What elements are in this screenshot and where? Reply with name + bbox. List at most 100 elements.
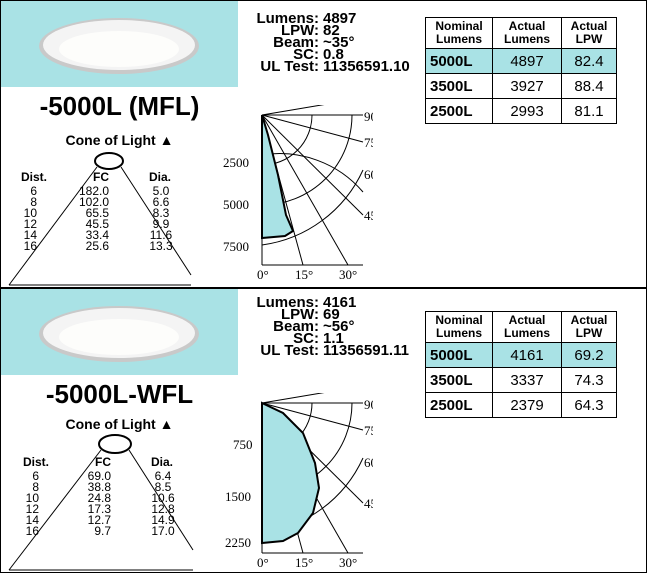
spec-lpw: LPW: 82 xyxy=(280,22,340,39)
downlight-image xyxy=(39,306,199,362)
col-nominal-lumens: Nominal Lumens xyxy=(425,17,493,49)
cone-fc-value: 24.8 xyxy=(88,491,112,505)
spec-lpw: LPW: 69 xyxy=(280,306,340,323)
cone-dist-value: 14 xyxy=(26,513,40,527)
angle-label: 45° xyxy=(364,208,373,223)
fc-header: FC xyxy=(93,170,109,184)
cone-dia-value: 6.4 xyxy=(155,469,172,483)
fixture-thumbnail xyxy=(1,1,238,87)
cone-dist-value: 6 xyxy=(30,184,37,198)
product-panel-mfl: -5000L (MFL) Cone of Light ▲ Dist. FC Di… xyxy=(1,1,646,286)
cone-dist-value: 8 xyxy=(30,195,37,209)
spec-beam: Beam: ~56° xyxy=(273,318,355,335)
cone-fc-value: 182.0 xyxy=(79,184,109,198)
angle-label: 90° xyxy=(364,109,373,124)
dia-header: Dia. xyxy=(149,170,171,184)
angle-label: 45° xyxy=(364,496,373,511)
spec-sc: SC: 0.8 xyxy=(293,46,344,63)
col-actual-lumens: Actual Lumens xyxy=(492,17,562,49)
col-actual-lpw: Actual LPW xyxy=(561,311,617,343)
cone-dia-value: 6.6 xyxy=(153,195,170,209)
angle-label: 60° xyxy=(364,455,373,470)
bottom-angle-label: 0° xyxy=(257,267,269,282)
radial-label: 2500 xyxy=(223,155,249,170)
angle-label: 75° xyxy=(364,423,373,438)
cone-dist-value: 16 xyxy=(24,239,38,253)
lumen-table: Nominal Lumens Actual Lumens Actual LPW … xyxy=(425,311,617,418)
col-actual-lumens: Actual Lumens xyxy=(492,311,562,343)
radial-label: 750 xyxy=(233,437,253,452)
polar-candela-plot: 750 1500 2250 90° 75° 60° 45° 0° 15° 30° xyxy=(225,393,373,570)
cone-dia-value: 13.3 xyxy=(149,239,173,253)
spec-ul-test: UL Test: 11356591.11 xyxy=(260,342,409,359)
bottom-angle-label: 30° xyxy=(339,267,357,282)
angle-label: 90° xyxy=(364,397,373,412)
table-row: 3500L 3337 74.3 xyxy=(425,367,617,393)
spec-ul-test: UL Test: 11356591.10 xyxy=(260,58,410,75)
table-row: 5000L 4897 82.4 xyxy=(425,48,617,74)
cone-dia-value: 14.9 xyxy=(151,513,175,527)
spec-beam: Beam: ~35° xyxy=(273,34,355,51)
cone-dist-value: 10 xyxy=(24,206,38,220)
radial-label: 5000 xyxy=(223,197,249,212)
cone-fc-value: 25.6 xyxy=(86,239,110,253)
cone-fc-value: 38.8 xyxy=(88,480,112,494)
spec-lumens: Lumens: 4897 xyxy=(256,10,357,27)
cone-dia-value: 8.3 xyxy=(153,206,170,220)
table-row: 3500L 3927 88.4 xyxy=(425,73,617,99)
table-row: 2500L 2379 64.3 xyxy=(425,392,617,418)
cone-dist-value: 6 xyxy=(32,469,39,483)
bottom-angle-label: 15° xyxy=(295,555,313,570)
dist-header: Dist. xyxy=(23,455,49,469)
spec-lumens: Lumens: 4161 xyxy=(256,294,357,311)
bottom-angle-label: 15° xyxy=(295,267,313,282)
bottom-angle-label: 30° xyxy=(339,555,357,570)
cone-dia-value: 5.0 xyxy=(153,184,170,198)
polar-candela-plot: 2500 5000 7500 90° 75° 60° 45° 0° 15° 30… xyxy=(223,105,373,282)
bottom-angle-label: 0° xyxy=(257,555,269,570)
cone-dia-value: 17.0 xyxy=(151,524,175,538)
model-name: -5000L-WFL xyxy=(45,379,194,409)
cone-dist-value: 16 xyxy=(26,524,40,538)
radial-label: 2250 xyxy=(225,535,251,550)
cone-dist-value: 10 xyxy=(26,491,40,505)
downlight-image xyxy=(39,18,199,74)
cone-fc-value: 9.7 xyxy=(94,524,111,538)
cone-dist-value: 8 xyxy=(32,480,39,494)
cone-fc-value: 102.0 xyxy=(79,195,109,209)
col-actual-lpw: Actual LPW xyxy=(561,17,617,49)
table-row: 2500L 2993 81.1 xyxy=(425,98,617,124)
cone-fc-value: 12.7 xyxy=(88,513,112,527)
spec-sc: SC: 1.1 xyxy=(293,330,344,347)
col-nominal-lumens: Nominal Lumens xyxy=(425,311,493,343)
cone-dia-value: 12.8 xyxy=(151,502,175,516)
cone-dia-value: 9.9 xyxy=(153,217,170,231)
cone-dist-value: 12 xyxy=(26,502,40,516)
lumen-table: Nominal Lumens Actual Lumens Actual LPW … xyxy=(425,17,617,124)
cone-of-light-title: Cone of Light ▲ xyxy=(65,416,174,432)
cone-of-light-diagram: Dist. FC Dia. 6 69.0 6.4 8 38.8 8.5 10 24.8 10.6… xyxy=(8,434,194,571)
cone-dia-value: 11.6 xyxy=(150,228,173,242)
cone-of-light-diagram: Dist. FC Dia. 6 182.0 5.0 8 102.0 6.6 10 65.5 8.… xyxy=(8,152,192,286)
dia-header: Dia. xyxy=(151,455,173,469)
cone-fc-value: 45.5 xyxy=(86,217,110,231)
angle-label: 75° xyxy=(364,135,373,150)
triangle-icon: ▲ xyxy=(159,416,174,432)
table-row: 5000L 4161 69.2 xyxy=(425,342,617,368)
cone-dia-value: 10.6 xyxy=(151,491,175,505)
cone-of-light-title: Cone of Light ▲ xyxy=(65,132,174,148)
fixture-thumbnail xyxy=(1,289,238,375)
triangle-icon: ▲ xyxy=(159,132,174,148)
cone-dia-value: 8.5 xyxy=(155,480,172,494)
cone-dist-value: 12 xyxy=(24,217,38,231)
specs-block: Lumens: 4897 LPW: 82 Beam: ~35° SC: 0.8 UL T… xyxy=(239,10,419,75)
radial-label: 7500 xyxy=(223,239,249,254)
radial-label: 1500 xyxy=(225,489,251,504)
cone-fc-value: 65.5 xyxy=(86,206,110,220)
product-panel-wfl: -5000L-WFL Cone of Light ▲ Dist. FC Dia.… xyxy=(1,287,646,573)
model-name: -5000L (MFL) xyxy=(39,91,200,121)
cone-fc-value: 69.0 xyxy=(88,469,112,483)
specs-block: Lumens: 4161 LPW: 69 Beam: ~56° SC: 1.1 UL T… xyxy=(239,294,419,359)
fc-header: FC xyxy=(95,455,111,469)
